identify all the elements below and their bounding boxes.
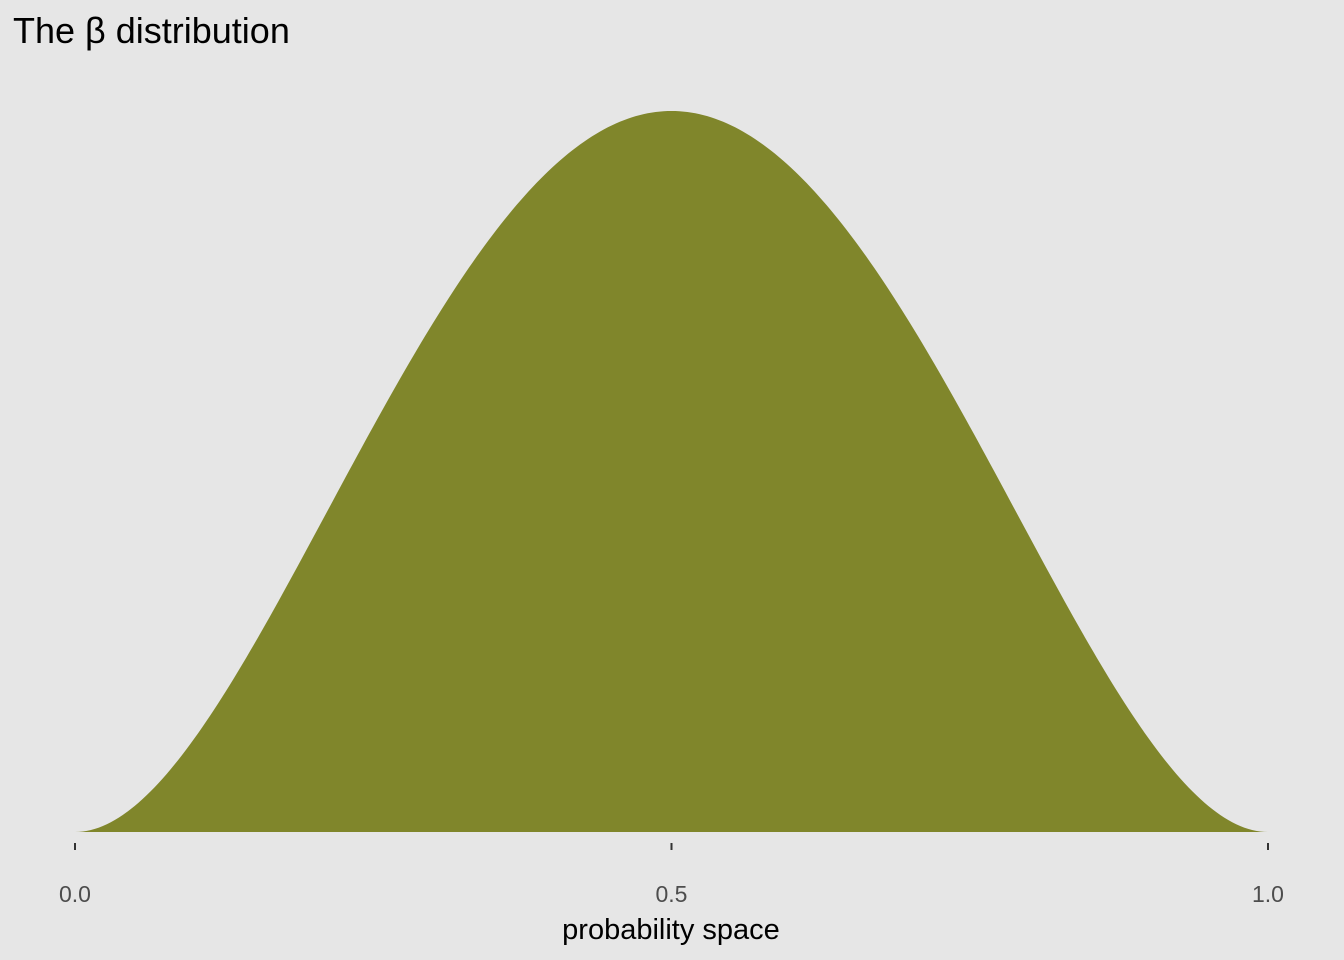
x-tick-label: 0.0	[59, 881, 91, 907]
chart-title: The β distribution	[13, 10, 290, 51]
x-axis-ticks: 0.0 0.5 1.0	[59, 843, 1284, 907]
x-tick-label: 1.0	[1252, 881, 1284, 907]
x-axis-title: probability space	[562, 914, 780, 946]
density-area	[75, 111, 1268, 832]
x-tick-label: 0.5	[656, 881, 688, 907]
